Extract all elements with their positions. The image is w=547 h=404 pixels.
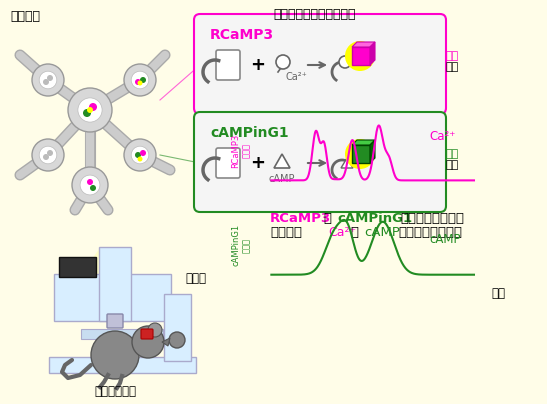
Text: 細胞内の: 細胞内の [270, 227, 302, 240]
Text: cAMP: cAMP [429, 233, 461, 246]
Circle shape [32, 64, 64, 96]
Polygon shape [370, 42, 375, 65]
FancyBboxPatch shape [352, 145, 370, 163]
Polygon shape [352, 42, 375, 47]
Circle shape [124, 64, 156, 96]
Circle shape [148, 323, 162, 337]
Text: の蛍光観察により: の蛍光観察により [400, 212, 464, 225]
Polygon shape [370, 140, 375, 163]
Text: RCaMP3
の蛍光: RCaMP3 の蛍光 [231, 133, 251, 168]
Circle shape [135, 79, 141, 85]
Polygon shape [352, 140, 375, 145]
Circle shape [169, 332, 185, 348]
Circle shape [47, 75, 53, 81]
FancyBboxPatch shape [59, 257, 96, 277]
Text: 生きたマウス: 生きたマウス [94, 385, 136, 398]
Text: と: と [350, 227, 358, 240]
Text: 緑色: 緑色 [446, 149, 459, 159]
Circle shape [72, 167, 108, 203]
Text: 開発した蛍光タンパク質: 開発した蛍光タンパク質 [274, 8, 356, 21]
Circle shape [140, 77, 146, 83]
FancyBboxPatch shape [194, 112, 446, 212]
Circle shape [132, 326, 164, 358]
Circle shape [47, 150, 53, 156]
Circle shape [124, 139, 156, 171]
Text: cAMPinG1: cAMPinG1 [337, 212, 412, 225]
Text: と: と [323, 212, 331, 225]
Text: +: + [251, 154, 265, 172]
Text: cAMPinG1
の蛍光: cAMPinG1 の蛍光 [231, 224, 251, 267]
Circle shape [131, 146, 149, 164]
Circle shape [68, 88, 112, 132]
Text: RCaMP3: RCaMP3 [270, 212, 331, 225]
Text: 赤色: 赤色 [446, 51, 459, 61]
FancyBboxPatch shape [54, 274, 171, 321]
Circle shape [131, 71, 149, 89]
Circle shape [90, 185, 96, 191]
FancyBboxPatch shape [81, 329, 163, 339]
Polygon shape [341, 158, 353, 168]
Circle shape [345, 41, 375, 71]
Circle shape [83, 109, 91, 117]
Text: Ca²⁺: Ca²⁺ [328, 227, 356, 240]
FancyBboxPatch shape [352, 47, 370, 65]
FancyBboxPatch shape [164, 294, 191, 361]
FancyBboxPatch shape [216, 148, 240, 178]
Circle shape [32, 139, 64, 171]
FancyBboxPatch shape [194, 14, 446, 114]
Text: +: + [251, 56, 265, 74]
Circle shape [339, 56, 351, 68]
Text: 蛍光: 蛍光 [446, 160, 459, 170]
Text: cAMPinG1: cAMPinG1 [210, 126, 289, 140]
Text: の濃度変化を計測: の濃度変化を計測 [398, 227, 462, 240]
Circle shape [43, 154, 49, 160]
Circle shape [137, 156, 143, 162]
Circle shape [78, 98, 102, 122]
Circle shape [87, 107, 93, 113]
Circle shape [135, 152, 141, 158]
Text: 神経細胞: 神経細胞 [10, 10, 40, 23]
Text: 顕微鏡: 顕微鏡 [185, 271, 206, 284]
Circle shape [39, 146, 57, 164]
Circle shape [80, 175, 100, 195]
Circle shape [43, 79, 49, 85]
Text: 蛍光: 蛍光 [446, 62, 459, 72]
Text: 時間: 時間 [491, 287, 505, 300]
Circle shape [140, 150, 146, 156]
Polygon shape [162, 338, 170, 346]
Circle shape [137, 80, 143, 86]
Circle shape [87, 179, 93, 185]
Polygon shape [65, 248, 140, 295]
Circle shape [89, 103, 97, 111]
FancyBboxPatch shape [107, 314, 123, 328]
Text: Ca²⁺: Ca²⁺ [429, 130, 456, 143]
Circle shape [345, 139, 375, 169]
Polygon shape [274, 154, 290, 168]
Circle shape [91, 331, 139, 379]
Text: Ca²⁺: Ca²⁺ [285, 72, 307, 82]
Circle shape [276, 55, 290, 69]
Text: cAMP: cAMP [269, 174, 295, 184]
Text: RCaMP3: RCaMP3 [210, 28, 274, 42]
FancyBboxPatch shape [49, 357, 196, 373]
FancyBboxPatch shape [99, 247, 131, 321]
Circle shape [39, 71, 57, 89]
FancyBboxPatch shape [141, 329, 153, 339]
FancyBboxPatch shape [216, 50, 240, 80]
Text: cAMP: cAMP [364, 227, 400, 240]
